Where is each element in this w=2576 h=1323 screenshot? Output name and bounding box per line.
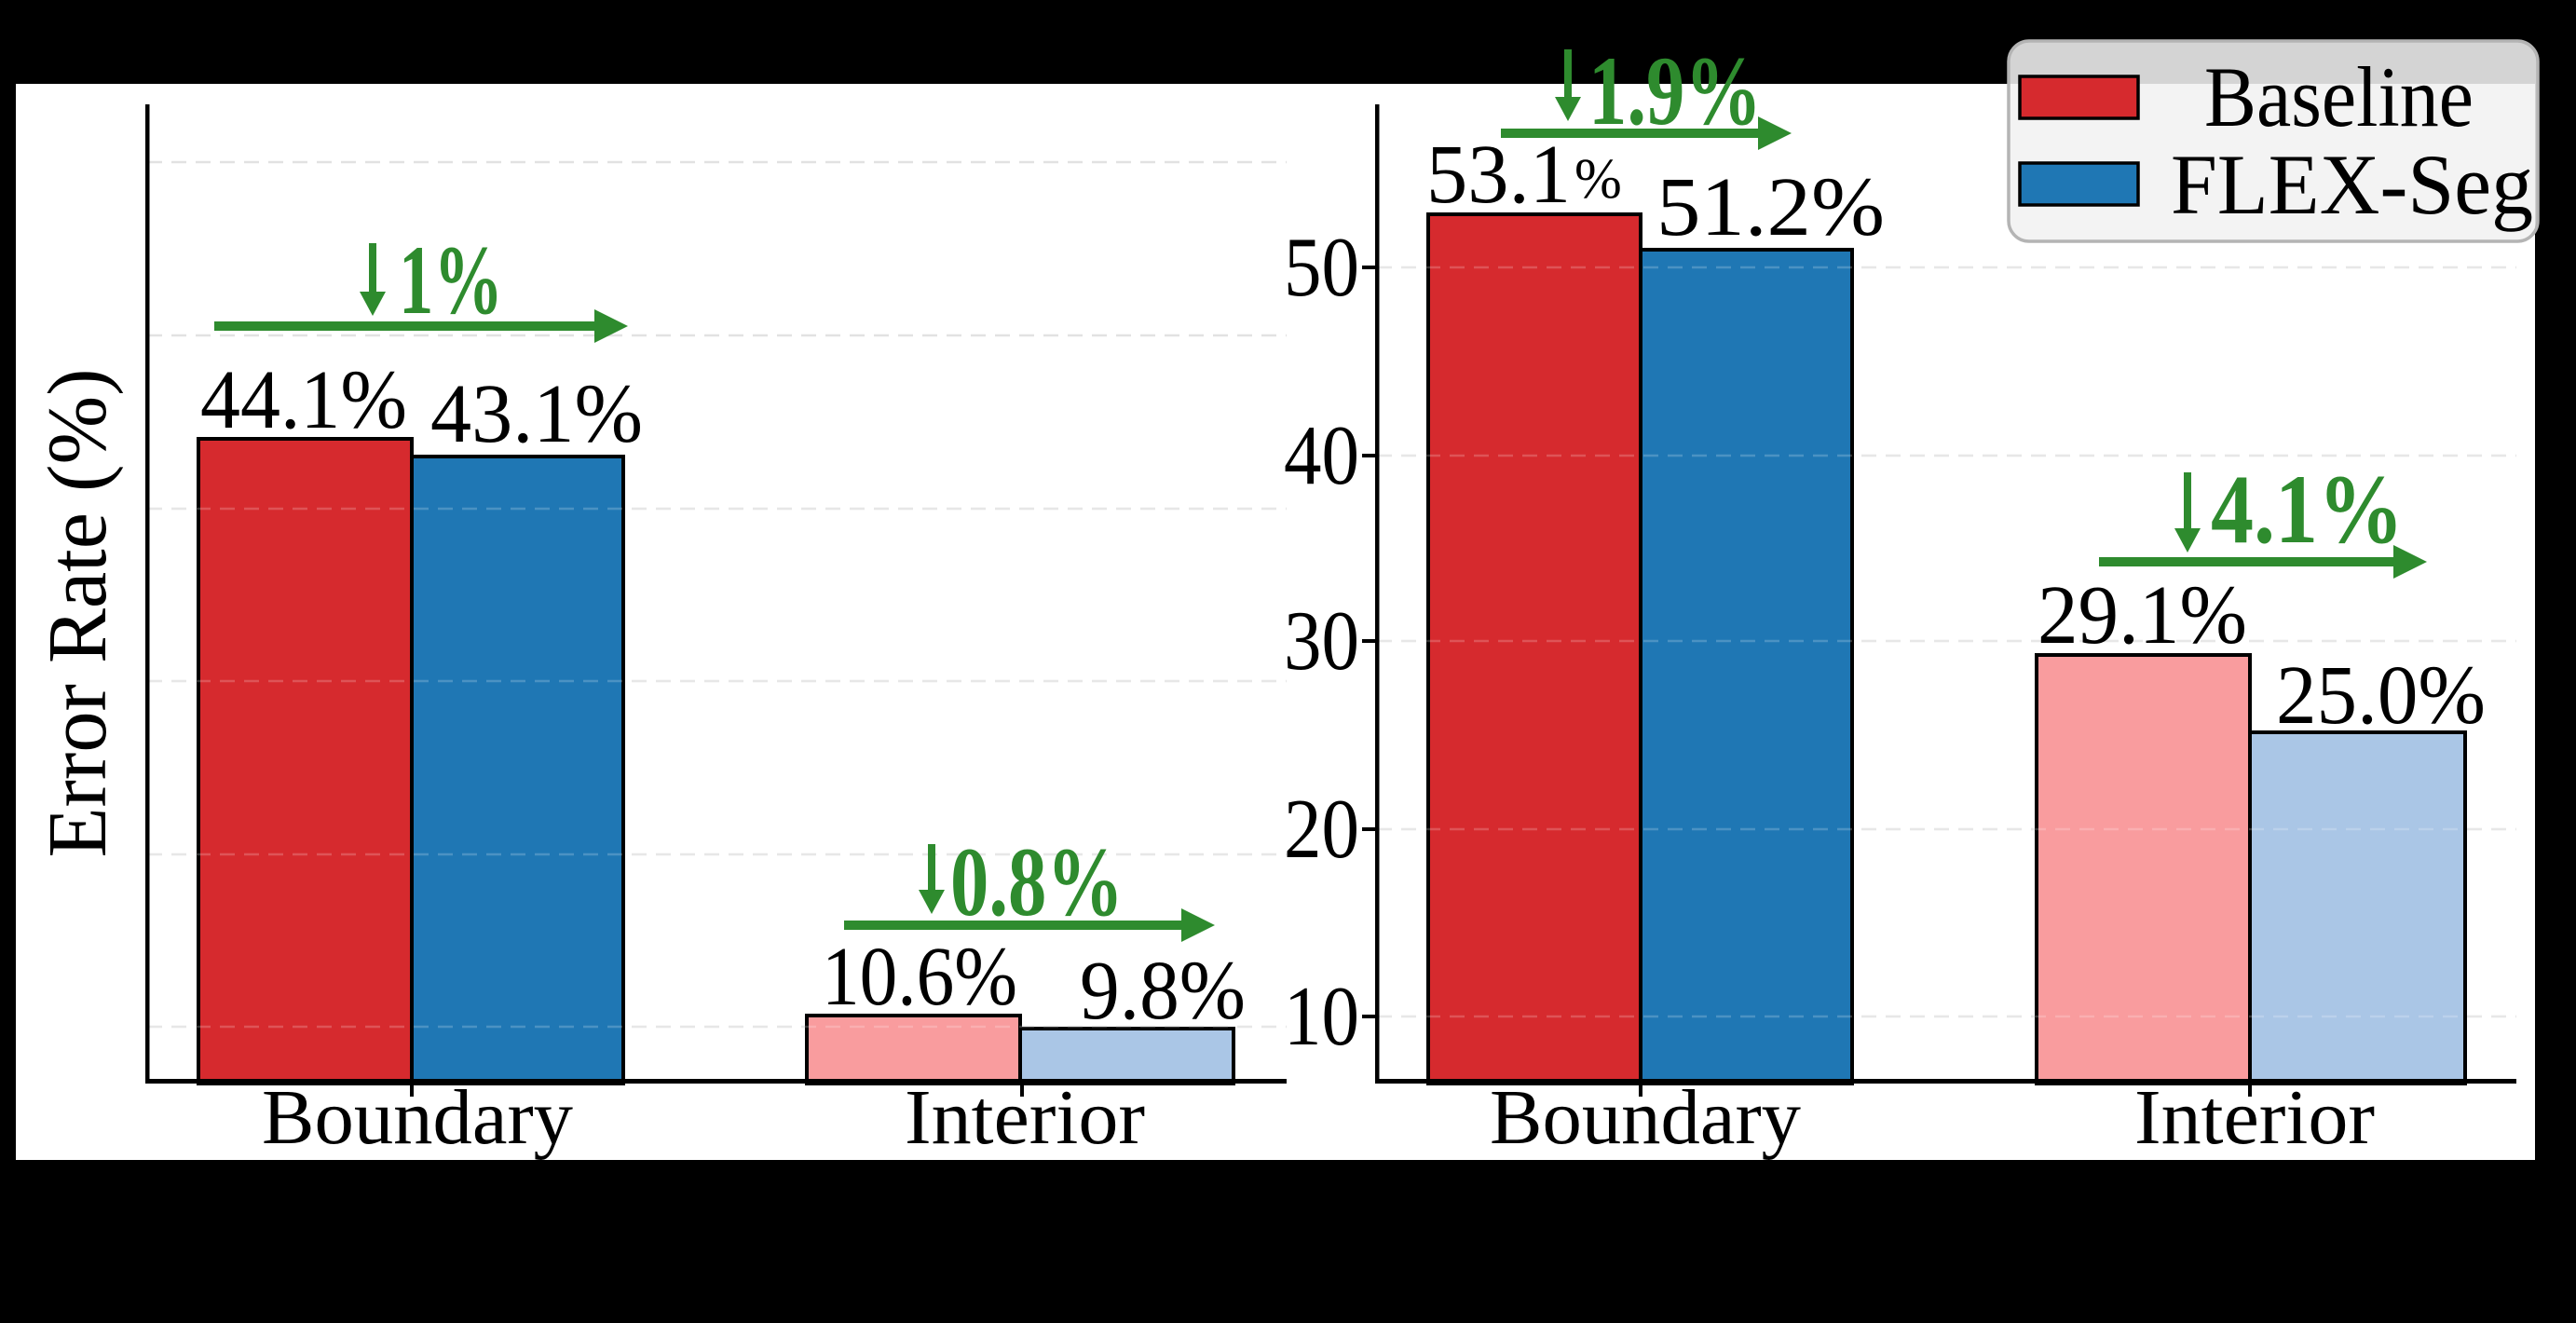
svg-text:10.6%: 10.6% [822,931,1017,1023]
svg-text:10: 10 [1284,969,1359,1063]
svg-text:Interior: Interior [2134,1074,2375,1161]
svg-text:40: 40 [1284,408,1359,502]
svg-text:Boundary: Boundary [1490,1074,1801,1161]
svg-text:%: % [1574,148,1622,211]
svg-text:9.8%: 9.8% [1080,945,1246,1037]
svg-text:FLEX-Seg: FLEX-Seg [2171,137,2533,232]
svg-text:Interior: Interior [905,1074,1145,1161]
svg-text:43.1%: 43.1% [430,368,643,460]
svg-text:0.8%: 0.8% [950,827,1124,936]
svg-text:29.1%: 29.1% [2038,569,2247,662]
svg-text:1%: 1% [399,225,503,334]
svg-text:50: 50 [1284,220,1359,314]
svg-text:30: 30 [1284,593,1359,688]
svg-text:Boundary: Boundary [262,1074,573,1161]
svg-text:51.2%: 51.2% [1656,161,1885,253]
svg-text:25.0%: 25.0% [2276,649,2486,742]
svg-text:53.1: 53.1 [1426,129,1571,221]
svg-text:Error Rate (%): Error Rate (%) [32,369,124,858]
svg-text:4.1%: 4.1% [2211,455,2404,564]
svg-text:44.1%: 44.1% [200,354,407,446]
svg-text:20: 20 [1284,782,1359,876]
svg-text:1.9%: 1.9% [1588,36,1762,145]
svg-text:Baseline: Baseline [2204,49,2474,144]
